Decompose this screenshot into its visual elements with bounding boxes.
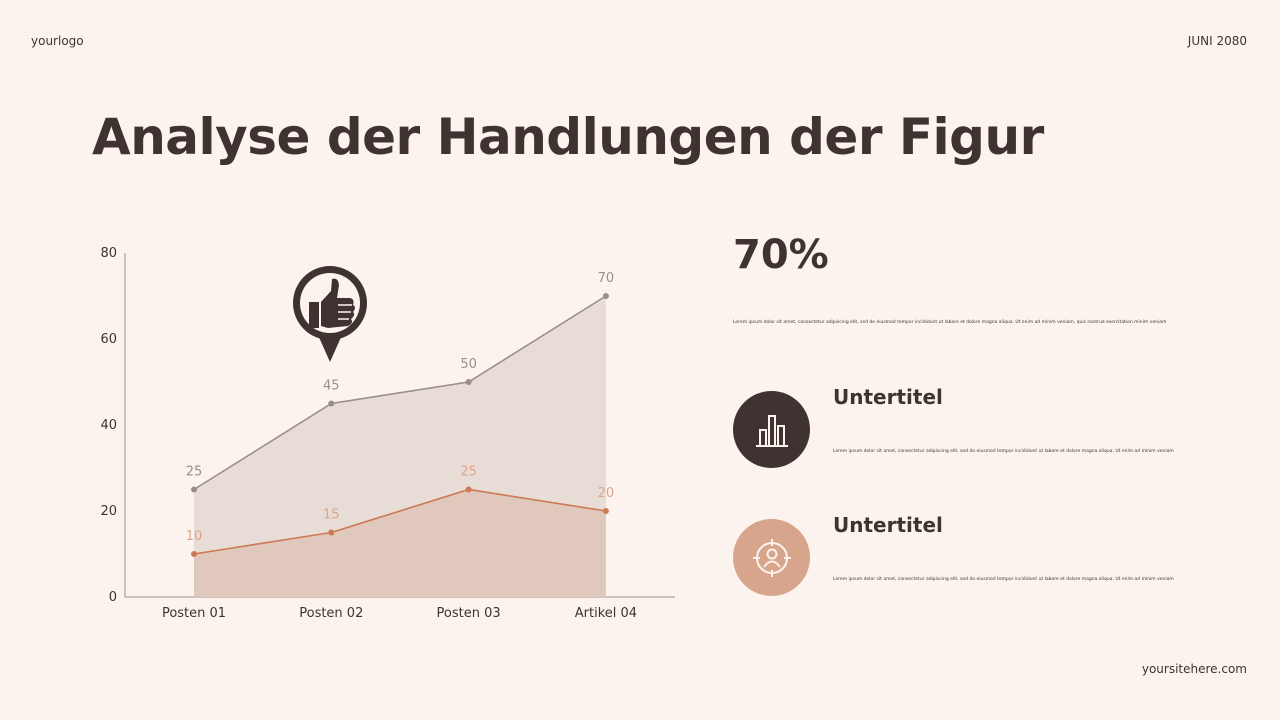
logo-text: yourlogo <box>31 34 84 48</box>
x-tick-label: Posten 03 <box>437 606 501 621</box>
series-top-data-label: 50 <box>460 357 477 372</box>
subtitle-2-text: Lorem ipsum dolor sit amet, consectetur … <box>833 577 1174 582</box>
series-bottom-data-label: 25 <box>460 465 477 480</box>
subtitle-2: Untertitel <box>833 513 943 537</box>
thumbs-up-icon <box>293 266 367 362</box>
y-tick-label: 60 <box>100 332 117 347</box>
series-top-point <box>465 379 472 385</box>
website-url: yoursitehere.com <box>1141 662 1247 676</box>
series-bottom-data-label: 15 <box>323 508 340 523</box>
y-tick-label: 0 <box>109 590 117 605</box>
user-target-icon <box>733 519 810 596</box>
series-top-point <box>191 486 197 493</box>
x-tick-label: Posten 02 <box>299 606 363 621</box>
date-label: JUNI 2080 <box>1187 34 1247 48</box>
y-tick-label: 40 <box>100 418 117 433</box>
series-bottom-data-label: 20 <box>598 486 615 501</box>
headline-percentage: 70% <box>733 232 829 278</box>
page-title: Analyse der Handlungen der Figur <box>92 108 1044 166</box>
series-bottom-point <box>328 529 335 536</box>
series-bottom-area <box>194 489 606 597</box>
y-tick-label: 20 <box>100 504 117 519</box>
series-top-data-label: 25 <box>186 465 203 480</box>
series-bottom-line <box>193 488 607 555</box>
x-tick-label: Artikel 04 <box>575 606 637 621</box>
y-tick-label: 80 <box>100 246 117 261</box>
subtitle-1-text: Lorem ipsum dolor sit amet, consectetur … <box>833 449 1174 454</box>
bar-chart-icon <box>733 391 810 468</box>
series-bottom-point <box>465 486 472 493</box>
headline-description: Lorem ipsum dolor sit amet, consectetur … <box>733 320 1167 325</box>
series-bottom-point <box>602 508 609 514</box>
series-top-line <box>193 295 607 491</box>
series-top-point <box>328 400 335 407</box>
subtitle-1: Untertitel <box>833 385 943 409</box>
area-chart: 25 45 50 70 10 15 25 20 Posten 01 Posten 02 Poste… <box>100 246 675 621</box>
series-bottom-data-label: 10 <box>186 529 203 544</box>
x-tick-label: Posten 01 <box>162 606 226 621</box>
series-top-data-label: 45 <box>323 379 340 394</box>
series-top-data-label: 70 <box>598 271 615 286</box>
series-bottom-point <box>191 551 197 557</box>
series-top-point <box>602 293 609 299</box>
